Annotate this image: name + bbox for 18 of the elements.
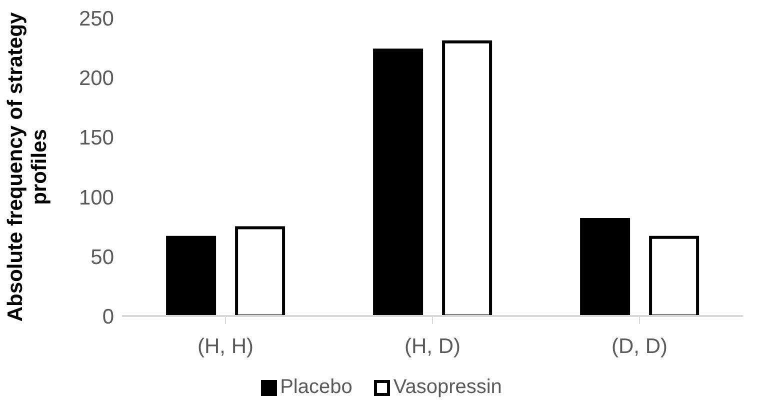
bar bbox=[373, 48, 424, 316]
bar bbox=[580, 218, 630, 316]
bar bbox=[649, 236, 700, 316]
legend-label: Placebo bbox=[279, 376, 352, 399]
y-tick-label: 0 bbox=[102, 305, 114, 328]
bar bbox=[235, 226, 286, 316]
y-tick-label: 150 bbox=[78, 126, 114, 150]
y-tick-label: 50 bbox=[90, 246, 114, 269]
bar bbox=[442, 40, 492, 316]
y-tick-label: 200 bbox=[78, 67, 114, 90]
y-axis-title: Absolute frequency of strategy profiles bbox=[4, 12, 51, 322]
bar bbox=[166, 236, 216, 316]
x-tick-label: (H, H) bbox=[198, 334, 254, 358]
x-tick-label: (D, D) bbox=[612, 334, 668, 358]
y-tick-label: 100 bbox=[78, 186, 114, 210]
y-tick-label: 250 bbox=[78, 7, 114, 30]
legend-label: Vasopressin bbox=[392, 376, 502, 399]
x-tick-label: (H, D) bbox=[404, 334, 460, 358]
